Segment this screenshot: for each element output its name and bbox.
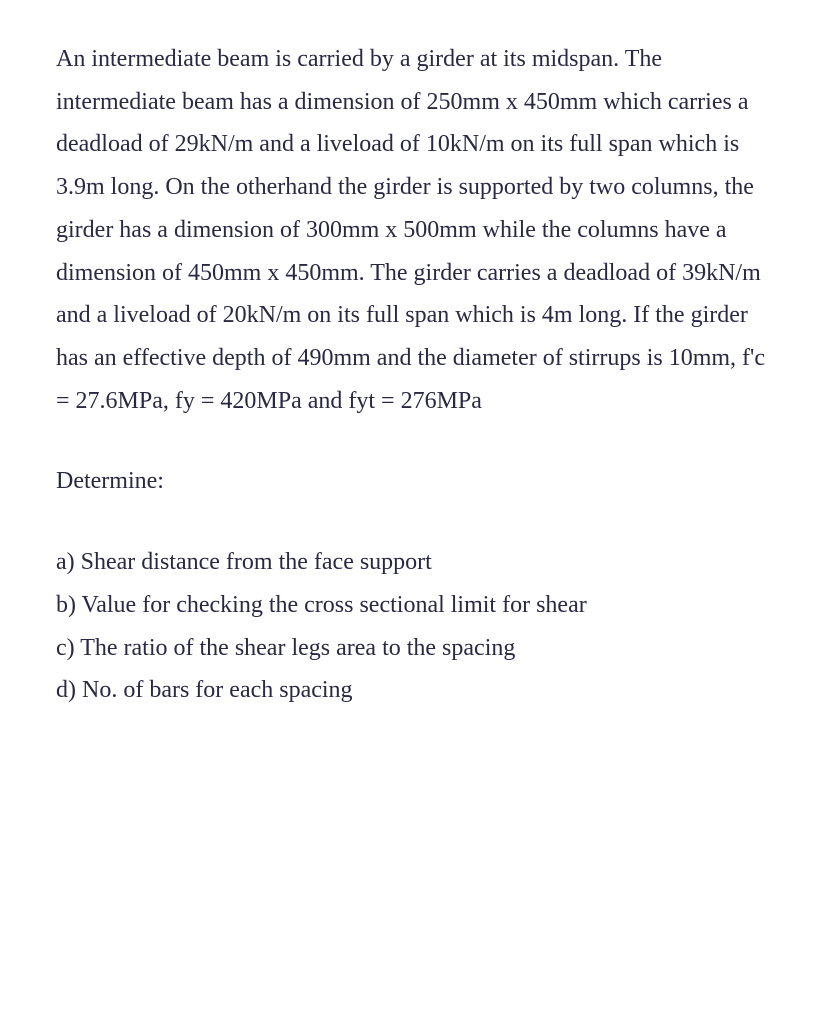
question-a: a) Shear distance from the face support xyxy=(56,541,777,584)
problem-statement: An intermediate beam is carried by a gir… xyxy=(56,38,777,422)
question-c: c) The ratio of the shear legs area to t… xyxy=(56,627,777,670)
question-d: d) No. of bars for each spacing xyxy=(56,669,777,712)
determine-heading: Determine: xyxy=(56,460,777,503)
question-b: b) Value for checking the cross sectiona… xyxy=(56,584,777,627)
questions-list: a) Shear distance from the face support … xyxy=(56,541,777,712)
